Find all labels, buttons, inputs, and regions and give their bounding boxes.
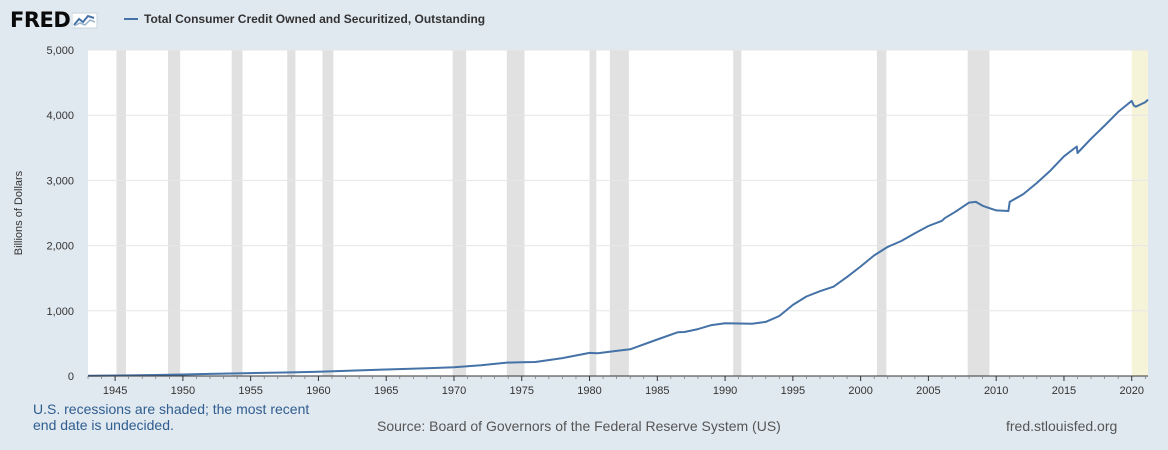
x-tick-label: 1975: [510, 385, 534, 397]
y-tick-label: 5,000: [46, 45, 74, 57]
recession-shading: [116, 50, 1148, 376]
gridlines: [88, 49, 1148, 312]
chart: 0 1,000 2,000 3,000 4,000 5,000 1945 1950 1955 19…: [13, 45, 1149, 397]
x-tick-label: 1995: [781, 385, 805, 397]
series-layer: [87, 98, 1149, 377]
y-tick-label: 1,000: [46, 306, 74, 318]
x-tick-label: 1980: [577, 385, 601, 397]
y-tick-label: 2,000: [46, 241, 74, 253]
undecided-recession-band: [1131, 50, 1148, 376]
fred-logo: FRED: [10, 8, 98, 32]
y-tick-label: 0: [68, 371, 74, 383]
y-axis-label: Billions of Dollars: [13, 170, 25, 255]
fred-line-graph-icon: [72, 12, 98, 29]
chart-legend: Total Consumer Credit Owned and Securiti…: [124, 12, 485, 26]
y-tick-label: 4,000: [46, 110, 74, 122]
x-tick-label: 2005: [916, 385, 940, 397]
legend-swatch: [124, 18, 138, 20]
site-link[interactable]: fred.stlouisfed.org: [1006, 418, 1118, 434]
x-tick-label: 1970: [442, 385, 466, 397]
recession-band: [733, 50, 742, 376]
recession-note: U.S. recessions are shaded; the most rec…: [33, 401, 310, 433]
recession-band: [231, 50, 243, 376]
recession-band: [167, 50, 181, 376]
recession-band: [609, 50, 629, 376]
recession-band: [967, 50, 990, 376]
source-text: Source: Board of Governors of the Federa…: [377, 418, 781, 434]
recession-band: [589, 50, 597, 376]
x-tick-label: 1945: [103, 385, 127, 397]
x-tick-label: 2020: [1119, 385, 1143, 397]
x-tick-label: 1985: [645, 385, 669, 397]
x-tick-label: 1965: [374, 385, 398, 397]
recession-band: [116, 50, 126, 376]
recession-band: [287, 50, 296, 376]
x-tick-label: 1950: [171, 385, 195, 397]
x-tick-label: 1960: [306, 385, 330, 397]
x-tick-label: 2015: [1052, 385, 1076, 397]
y-tick-label: 3,000: [46, 175, 74, 187]
x-tick-label: 1990: [713, 385, 737, 397]
x-tick-label: 2000: [848, 385, 872, 397]
series-line: [87, 98, 1149, 377]
x-tick-label: 2010: [984, 385, 1008, 397]
fred-logo-text: FRED: [10, 8, 71, 32]
legend-series-name: Total Consumer Credit Owned and Securiti…: [144, 12, 486, 26]
x-tick-label: 1955: [238, 385, 262, 397]
recession-band: [452, 50, 467, 376]
recession-band: [322, 50, 334, 376]
recession-band: [506, 50, 525, 376]
axes: 0 1,000 2,000 3,000 4,000 5,000 1945 1950 1955 19…: [46, 45, 1148, 397]
recession-band: [876, 50, 887, 376]
